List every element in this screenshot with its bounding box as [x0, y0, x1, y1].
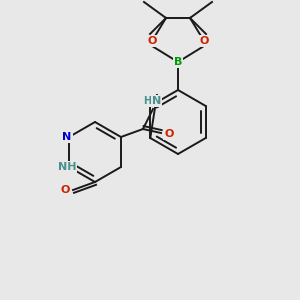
- Text: N: N: [152, 96, 162, 106]
- Text: O: O: [199, 36, 209, 46]
- Text: O: O: [60, 185, 70, 195]
- Text: O: O: [147, 36, 157, 46]
- Text: NH: NH: [58, 162, 76, 172]
- Text: O: O: [164, 129, 174, 139]
- Text: N: N: [62, 132, 72, 142]
- Text: B: B: [174, 57, 182, 67]
- Text: H: H: [143, 96, 151, 106]
